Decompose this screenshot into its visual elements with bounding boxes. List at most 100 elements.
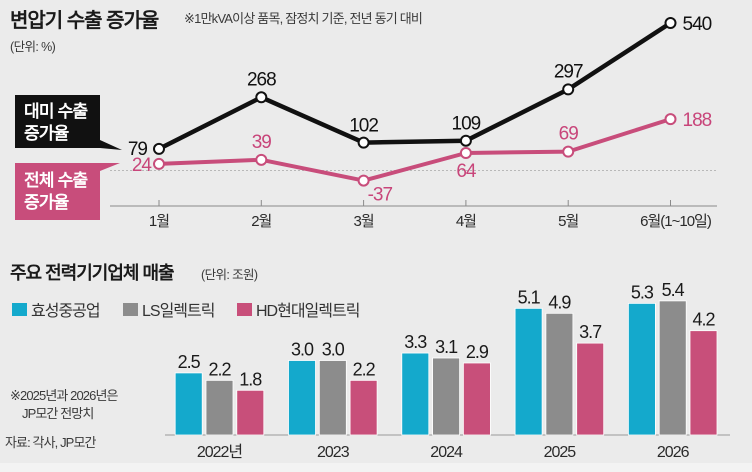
bar-value-label: 5.3: [631, 282, 654, 302]
forecast-note-line1: ※2025년과 2026년은: [10, 388, 119, 403]
data-point: [562, 83, 575, 96]
bar: [401, 352, 430, 436]
legend-swatch: [123, 303, 138, 316]
callout-box-black: [15, 95, 122, 150]
bar-value-label: 5.4: [662, 280, 685, 300]
legend-item: LS일렉트릭: [123, 302, 215, 320]
source-note: 자료: 각사, JP모간: [5, 435, 97, 450]
callout-box-pink: [15, 163, 120, 220]
bar-group: 2.5 2.2 1.8 2022년: [174, 352, 265, 461]
data-label: 109: [452, 114, 481, 135]
bar: [514, 307, 543, 436]
bar: [174, 372, 203, 436]
bar-value-label: 3.7: [579, 322, 602, 342]
x-category-label: 2023: [317, 444, 350, 461]
bottom-strip: [0, 463, 752, 472]
bar: [658, 300, 687, 436]
line-chart-plot: 1월 2월 3월 4월 5월 6월(1~10일) 79 268 102 109 297 540 24 39…: [110, 14, 717, 230]
data-point: [459, 147, 472, 160]
bar: [545, 312, 574, 436]
series-line-us-exports: [157, 21, 672, 151]
bar-chart-title: 주요 전력기기업체 매출: [10, 263, 174, 283]
bar-chart-legend: 효성중공업 LS일렉트릭 HD현대일렉트릭: [12, 302, 360, 320]
bar: [236, 389, 265, 436]
bar-value-label: 3.0: [291, 340, 314, 360]
data-point: [459, 134, 472, 147]
bar-group: 5.3 5.4 4.2 2026: [628, 280, 718, 461]
data-label: 102: [349, 116, 378, 137]
bar-value-label: 2.5: [178, 352, 201, 372]
forecast-note-line2: JP모간 전망치: [22, 406, 93, 421]
bar: [689, 330, 718, 436]
callout-label-line2: 증가율: [24, 124, 70, 143]
data-label: 69: [559, 124, 579, 145]
legend-callout-total-exports: 전체 수출 증가율: [15, 163, 120, 220]
data-point: [153, 142, 165, 155]
bar: [318, 360, 347, 436]
legend-label: HD현대일렉트릭: [256, 302, 359, 320]
bar-chart-plot: 2.5 2.2 1.8 2022년 3.0 3.0 2.2 2023 3.3 3.1 2.9 2024…: [165, 280, 730, 461]
data-point: [664, 17, 677, 29]
bar-group: 3.0 3.0 2.2 2023: [288, 340, 378, 461]
bar: [462, 362, 491, 436]
bar-value-label: 3.3: [404, 332, 427, 352]
bar-value-label: 4.9: [548, 292, 571, 312]
bar-value-label: 2.2: [353, 359, 376, 379]
bar-value-label: 3.1: [435, 337, 458, 357]
x-tick-label: 1월: [149, 213, 169, 230]
data-label: 540: [683, 14, 712, 35]
data-point: [255, 91, 268, 104]
x-tick-label: 6월(1~10일): [640, 213, 712, 230]
legend-swatch: [237, 303, 252, 316]
bar-value-label: 3.0: [322, 340, 345, 360]
line-chart-unit: (단위: %): [10, 40, 56, 54]
bar: [349, 379, 378, 436]
data-label: 188: [683, 110, 712, 131]
data-label: 268: [247, 69, 276, 90]
legend-callout-us-exports: 대미 수출 증가율: [15, 95, 122, 150]
callout-label-line1: 대미 수출: [24, 102, 88, 121]
bar: [205, 379, 234, 436]
data-label: 297: [554, 61, 583, 82]
bar: [576, 342, 605, 436]
data-point: [255, 153, 268, 166]
callout-label-line2: 증가율: [24, 193, 70, 212]
x-tick-label: 5월: [558, 213, 578, 230]
bar-value-label: 2.2: [208, 359, 231, 379]
x-category-label: 2022년: [197, 443, 243, 461]
legend-swatch: [12, 303, 27, 316]
legend-item: 효성중공업: [12, 302, 101, 320]
bar-value-label: 5.1: [518, 287, 541, 307]
callout-label-line1: 전체 수출: [24, 171, 88, 190]
bar-group: 5.1 4.9 3.7 2025: [514, 287, 605, 461]
line-chart-title: 변압기 수출 증가율: [10, 9, 159, 32]
x-tick-label: 2월: [251, 213, 271, 230]
data-label: -37: [368, 185, 393, 206]
data-label: 79: [128, 139, 148, 160]
bar-value-label: 4.2: [692, 310, 715, 330]
data-point: [357, 174, 370, 187]
data-label: 39: [252, 132, 272, 153]
line-chart-note: ※1만kVA이상 품목, 잠정치 기준, 전년 동기 대비: [184, 11, 422, 26]
x-category-label: 2025: [544, 444, 577, 461]
data-point: [357, 136, 370, 149]
data-point: [664, 113, 677, 126]
x-category-label: 2024: [430, 444, 463, 461]
legend-label: LS일렉트릭: [142, 302, 214, 320]
bar-value-label: 2.9: [466, 342, 489, 362]
series-line-total-exports: [158, 117, 672, 183]
data-point: [153, 157, 165, 170]
data-label: 64: [456, 161, 477, 182]
data-label: 24: [132, 155, 153, 176]
legend-item: HD현대일렉트릭: [237, 302, 360, 320]
bar-group: 3.3 3.1 2.9 2024: [401, 332, 491, 461]
bar-value-label: 1.8: [239, 369, 262, 389]
data-point: [562, 145, 575, 158]
legend-label: 효성중공업: [31, 302, 100, 320]
bar: [432, 357, 461, 436]
x-tick-label: 3월: [354, 213, 374, 230]
x-tick-label: 4월: [456, 213, 476, 230]
bar: [288, 360, 316, 436]
bar-chart-unit: (단위: 조원): [201, 268, 258, 282]
